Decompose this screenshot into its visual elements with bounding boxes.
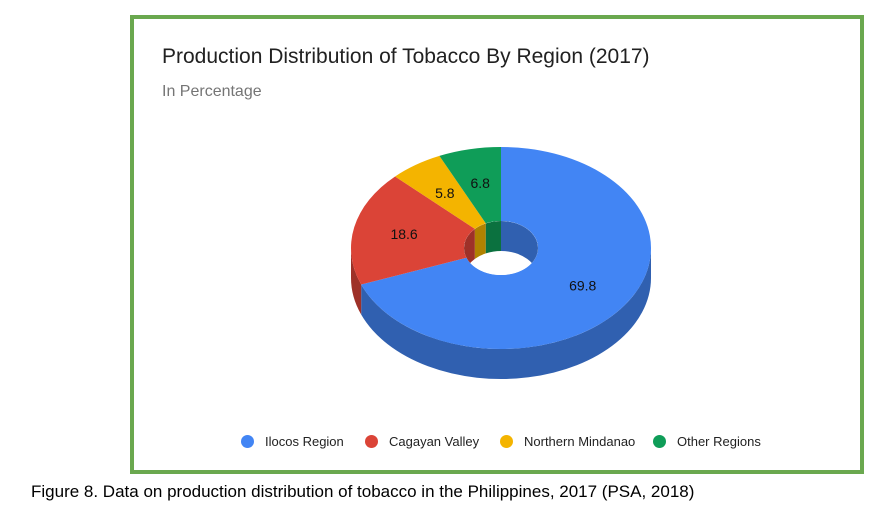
slice-northern-mindanao (395, 155, 486, 229)
chart-legend: Ilocos Region Cagayan Valley Northern Mind… (134, 432, 860, 450)
slice-other-regions (439, 147, 501, 224)
chart-title: Production Distribution of Tobacco By Re… (162, 45, 650, 68)
figure-caption: Figure 8. Data on production distributio… (31, 482, 695, 501)
donut-chart: 69.8 18.6 5.8 6.8 (351, 147, 652, 379)
data-label-other-regions: 6.8 (470, 175, 490, 191)
legend-item-other-regions: Other Regions (653, 432, 761, 450)
slice-side-ilocos-region (361, 248, 652, 379)
data-label-cagayan-valley: 18.6 (390, 226, 417, 242)
chart-subtitle: In Percentage (162, 83, 262, 100)
legend-item-northern-mindanao: Northern Mindanao (500, 432, 635, 450)
slice-cagayan-valley (351, 176, 475, 285)
legend-item-cagayan-valley: Cagayan Valley (365, 432, 479, 450)
legend-label: Other Regions (677, 433, 761, 449)
legend-swatch (365, 434, 378, 448)
legend-label: Cagayan Valley (389, 433, 480, 449)
donut-labels: 69.8 18.6 5.8 6.8 (390, 175, 596, 294)
legend-swatch (500, 434, 513, 448)
legend-swatch (653, 434, 666, 448)
chart-frame: Production Distribution of Tobacco By Re… (130, 15, 864, 474)
donut-hole (464, 221, 538, 275)
donut-tops (351, 147, 652, 349)
legend-label: Ilocos Region (265, 433, 344, 449)
data-label-northern-mindanao: 5.8 (435, 185, 455, 201)
slice-side-cagayan-valley (351, 248, 362, 315)
legend-item-ilocos-region: Ilocos Region (241, 432, 344, 450)
data-label-ilocos-region: 69.8 (569, 278, 596, 294)
slice-ilocos-region (361, 147, 652, 349)
donut-sides (351, 248, 652, 379)
legend-label: Northern Mindanao (524, 433, 636, 449)
legend-swatch (241, 434, 254, 448)
